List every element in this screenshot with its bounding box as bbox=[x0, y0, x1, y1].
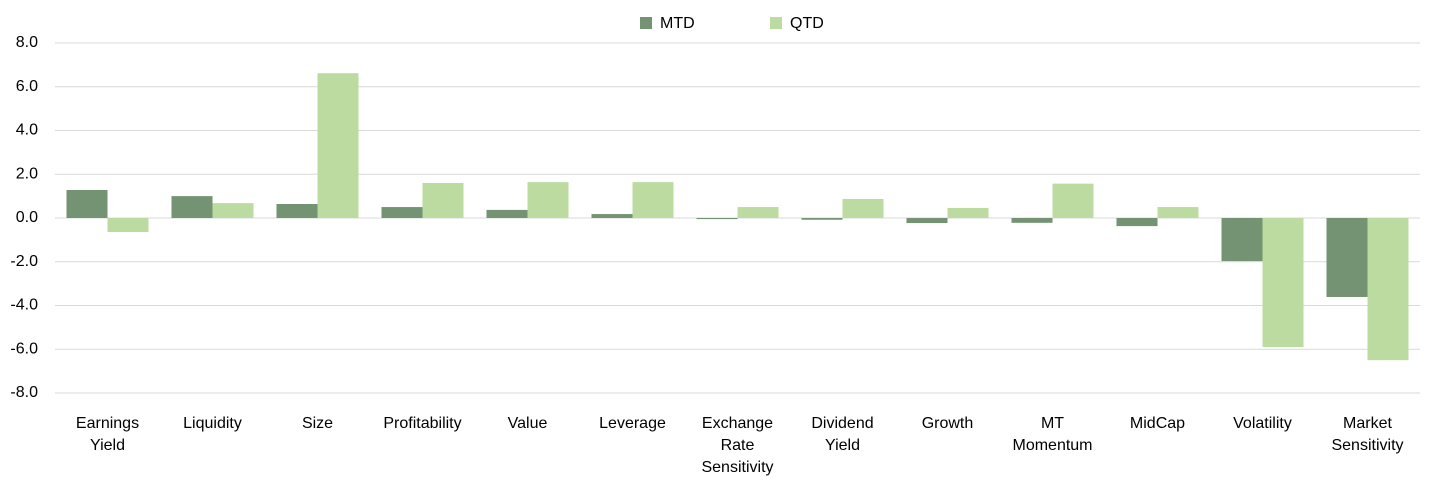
legend-label: QTD bbox=[790, 15, 824, 32]
bar bbox=[947, 207, 989, 218]
bar bbox=[317, 73, 359, 218]
legend-swatch bbox=[770, 17, 782, 29]
bar bbox=[1052, 183, 1094, 218]
x-tick-label: Earnings Yield bbox=[76, 415, 139, 454]
y-tick-label: 0.0 bbox=[16, 209, 38, 226]
bar bbox=[171, 196, 213, 218]
bar bbox=[486, 209, 528, 218]
bar bbox=[696, 218, 738, 220]
x-tick-label: Liquidity bbox=[183, 415, 242, 432]
y-tick-label: -4.0 bbox=[10, 297, 38, 314]
bar bbox=[422, 183, 464, 218]
x-tick-label: Dividend Yield bbox=[811, 415, 873, 454]
x-tick-label: Leverage bbox=[599, 415, 666, 432]
bar bbox=[1326, 218, 1368, 297]
x-tick-label: Growth bbox=[922, 415, 974, 432]
bar bbox=[527, 182, 569, 218]
bar bbox=[381, 207, 423, 218]
x-tick-label: Profitability bbox=[383, 415, 461, 432]
y-tick-label: -6.0 bbox=[10, 340, 38, 357]
bar bbox=[1367, 218, 1409, 361]
x-tick-label: Size bbox=[302, 415, 333, 432]
y-tick-label: -2.0 bbox=[10, 253, 38, 270]
x-tick-label: Value bbox=[508, 415, 548, 432]
bar bbox=[591, 214, 633, 218]
bar bbox=[107, 218, 149, 232]
x-tick-label: Volatility bbox=[1233, 415, 1292, 432]
y-tick-label: 8.0 bbox=[16, 34, 38, 51]
bar bbox=[737, 207, 779, 218]
bar bbox=[212, 203, 254, 218]
bar bbox=[632, 182, 674, 218]
y-tick-label: 6.0 bbox=[16, 78, 38, 95]
x-tick-label: Market Sensitivity bbox=[1331, 415, 1403, 454]
legend-swatch bbox=[640, 17, 652, 29]
bar bbox=[906, 218, 948, 224]
bar bbox=[276, 204, 318, 218]
x-tick-label: MT Momentum bbox=[1012, 415, 1092, 454]
y-tick-label: 4.0 bbox=[16, 122, 38, 139]
bar bbox=[842, 198, 884, 218]
x-tick-label: MidCap bbox=[1130, 415, 1185, 432]
y-tick-label: 2.0 bbox=[16, 165, 38, 182]
bar bbox=[1157, 207, 1199, 218]
legend-label: MTD bbox=[660, 15, 695, 32]
bar bbox=[1221, 218, 1263, 262]
y-tick-label: -8.0 bbox=[10, 384, 38, 401]
bar bbox=[66, 190, 108, 218]
bar bbox=[1262, 218, 1304, 348]
bar bbox=[801, 218, 843, 220]
bar bbox=[1116, 218, 1158, 227]
bar bbox=[1011, 218, 1053, 223]
x-tick-label: Exchange Rate Sensitivity bbox=[701, 415, 773, 476]
